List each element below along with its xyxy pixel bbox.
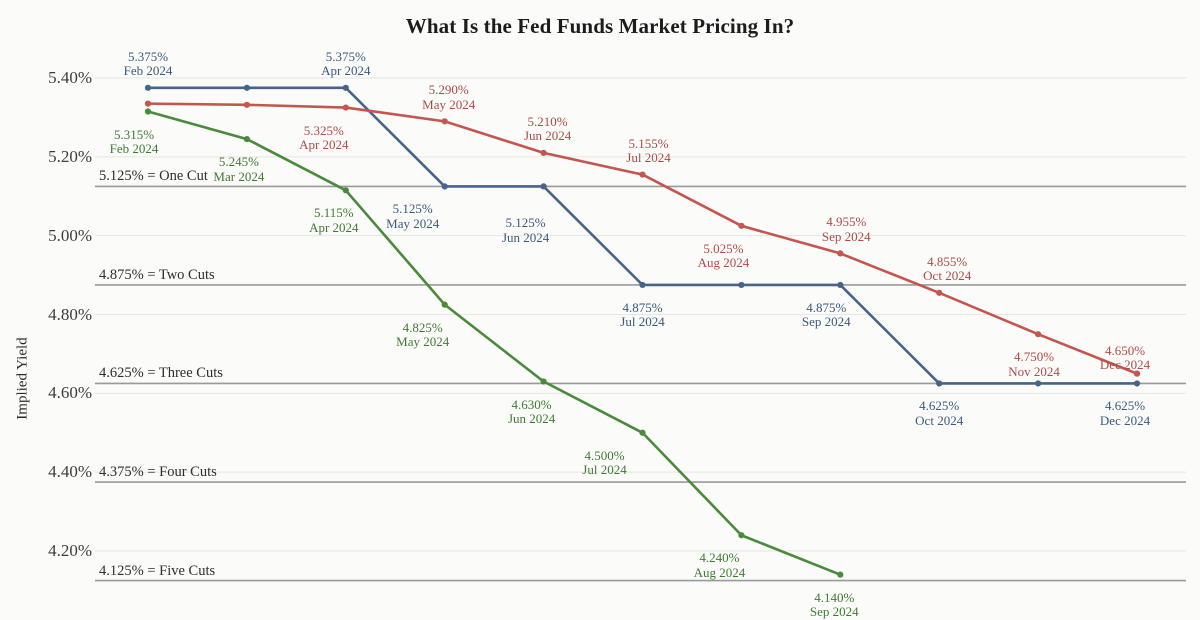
data-point-value: 4.625% <box>1104 398 1146 414</box>
data-point-month: Jun 2024 <box>501 229 550 245</box>
data-point-value: 4.625% <box>919 398 960 414</box>
data-point-label: 4.650% Dec 2024 <box>1099 342 1151 373</box>
data-point-month: Aug 2024 <box>697 255 750 271</box>
series-points <box>144 84 1141 578</box>
data-point-value: 4.955% <box>826 214 867 230</box>
data-point-value: 5.125% <box>505 215 546 231</box>
data-point-label: 5.325% Apr 2024 <box>299 122 349 153</box>
data-point-value: 4.650% <box>1104 342 1146 358</box>
data-point-label: 5.115% Apr 2024 <box>309 206 358 235</box>
y-axis-tick-label: 5.00% <box>48 225 92 245</box>
data-point-month: Sep 2024 <box>821 228 871 244</box>
data-point-month: Oct 2024 <box>923 268 972 284</box>
y-axis-tick-label: 4.20% <box>48 541 92 560</box>
data-point-value: 5.375% <box>127 48 169 64</box>
data-point-value: 5.325% <box>303 122 344 138</box>
data-point-label: 4.875% Jul 2024 <box>620 299 665 330</box>
data-point-value: 4.825% <box>402 319 443 335</box>
data-point-month: Jul 2024 <box>620 314 665 330</box>
data-point-label: 5.375% Apr 2024 <box>321 48 371 79</box>
data-point-value: 5.125% <box>392 201 433 217</box>
page-title: What Is the Fed Funds Market Pricing In? <box>405 14 795 38</box>
data-point-label: 4.500% Jul 2024 <box>582 447 627 478</box>
reference-line-label: 4.625% = Three Cuts <box>99 365 223 382</box>
data-point-label: 4.140% Sep 2024 <box>809 589 859 620</box>
data-point-month: Nov 2024 <box>1008 363 1060 379</box>
reference-line-label: 4.125% = Five Cuts <box>99 562 216 579</box>
data-point-value: 5.025% <box>703 240 744 256</box>
data-point-month: Apr 2024 <box>321 63 371 79</box>
data-point-value: 4.630% <box>511 396 552 412</box>
data-point-value: 4.855% <box>927 253 968 269</box>
data-point-value: 5.290% <box>428 82 469 98</box>
data-point-label: 4.625% Oct 2024 <box>915 399 963 428</box>
data-point-month: Jul 2024 <box>582 462 627 478</box>
reference-line-label: 5.125% = One Cut <box>99 168 208 185</box>
data-point-label: 5.210% Jun 2024 <box>523 113 572 144</box>
data-point-month: Dec 2024 <box>1099 357 1151 373</box>
data-point-month: Jun 2024 <box>507 411 556 427</box>
y-axis-tick-label: 5.20% <box>48 146 92 166</box>
data-point-value: 4.500% <box>584 447 625 463</box>
data-point-label: 4.240% Aug 2024 <box>694 551 746 580</box>
gridlines <box>95 77 1186 552</box>
data-point-value: 4.875% <box>806 299 847 315</box>
reference-line-label: 4.375% = Four Cuts <box>99 464 217 481</box>
data-point-month: Apr 2024 <box>309 219 359 235</box>
data-point-label: 4.630% Jun 2024 <box>507 396 556 427</box>
data-point-label: 5.125% Jun 2024 <box>502 216 549 245</box>
data-point-label: 4.955% Sep 2024 <box>822 215 871 244</box>
y-axis-tick-label: 4.80% <box>48 304 92 324</box>
data-point-month: Dec 2024 <box>1099 413 1151 429</box>
data-point-month: May 2024 <box>396 334 450 350</box>
y-axis-tick-label: 4.40% <box>48 462 92 482</box>
data-point-value: 4.875% <box>622 299 663 315</box>
data-point-month: Mar 2024 <box>213 168 265 184</box>
data-point-month: Oct 2024 <box>915 413 964 429</box>
data-point-label: 4.875% Sep 2024 <box>801 299 851 330</box>
data-point-label: 4.825% May 2024 <box>396 319 450 350</box>
data-point-value: 5.155% <box>628 135 669 151</box>
data-point-value: 4.240% <box>699 550 740 566</box>
data-point-month: Sep 2024 <box>801 314 851 330</box>
data-point-label: 5.315% Feb 2024 <box>109 126 159 157</box>
data-point-month: Feb 2024 <box>123 63 173 79</box>
data-point-month: May 2024 <box>422 96 476 112</box>
data-point-label: 5.245% Mar 2024 <box>213 155 264 184</box>
data-point-month: Sep 2024 <box>809 604 859 620</box>
data-point-label: 4.625% Dec 2024 <box>1100 399 1150 428</box>
y-axis-ticks: 5.40% 5.20% 5.00% 4.80% 4.60% 4.40% 4.20% <box>0 0 92 600</box>
data-point-month: May 2024 <box>386 215 440 231</box>
data-point-value: 5.375% <box>325 48 366 64</box>
data-point-value: 5.245% <box>218 154 259 170</box>
data-point-label: 5.290% May 2024 <box>422 83 475 112</box>
y-axis-tick-label: 5.40% <box>48 68 92 87</box>
data-point-value: 4.140% <box>814 589 855 605</box>
data-point-month: Aug 2024 <box>693 564 746 580</box>
data-point-value: 4.750% <box>1014 349 1055 365</box>
data-point-label: 5.025% Aug 2024 <box>697 240 750 271</box>
data-point-month: Jun 2024 <box>523 128 572 144</box>
data-point-label: 4.750% Nov 2024 <box>1008 350 1060 379</box>
y-axis-tick-label: 4.60% <box>48 383 92 403</box>
data-point-label: 4.855% Oct 2024 <box>923 253 972 284</box>
plot-area <box>95 77 1186 582</box>
data-point-value: 5.315% <box>113 126 155 142</box>
data-point-label: 5.125% May 2024 <box>386 202 439 231</box>
reference-line-label: 4.875% = Two Cuts <box>99 266 215 283</box>
data-point-month: Feb 2024 <box>109 141 159 157</box>
data-point-value: 5.210% <box>527 113 568 129</box>
data-point-month: Jul 2024 <box>626 150 671 166</box>
data-point-month: Apr 2024 <box>299 137 349 153</box>
data-point-label: 5.155% Jul 2024 <box>626 135 671 166</box>
data-point-value: 5.115% <box>313 205 354 221</box>
data-point-label: 5.375% Feb 2024 <box>123 48 173 79</box>
